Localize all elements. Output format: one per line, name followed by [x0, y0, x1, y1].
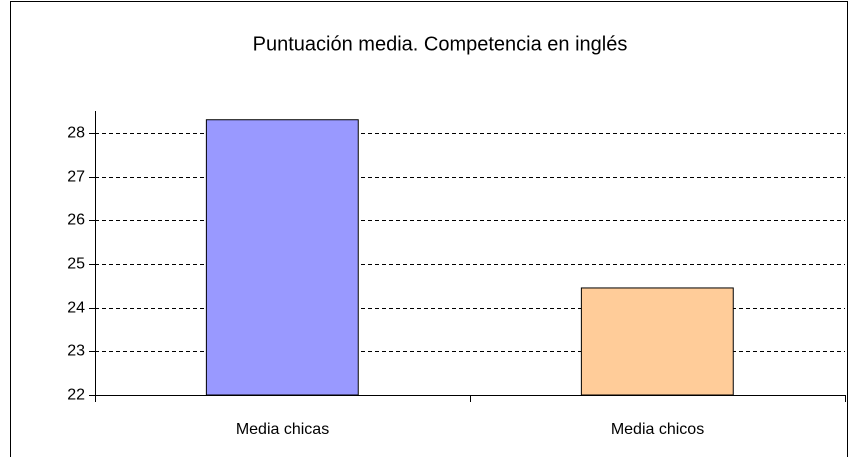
y-tick-label: 28: [67, 125, 85, 142]
y-tick-label: 23: [67, 343, 85, 360]
y-tick-label: 25: [67, 256, 85, 273]
bar: [205, 119, 359, 396]
chart-title: Puntuación media. Competencia en inglés: [253, 33, 628, 55]
y-tick-label: 22: [67, 387, 85, 404]
bar: [580, 287, 734, 396]
y-tick-label: 24: [67, 300, 85, 317]
x-tick-label: Media chicas: [236, 421, 329, 438]
y-tick-label: 27: [67, 169, 85, 186]
x-tick-label: Media chicos: [611, 421, 704, 438]
y-tick-label: 26: [67, 212, 85, 229]
